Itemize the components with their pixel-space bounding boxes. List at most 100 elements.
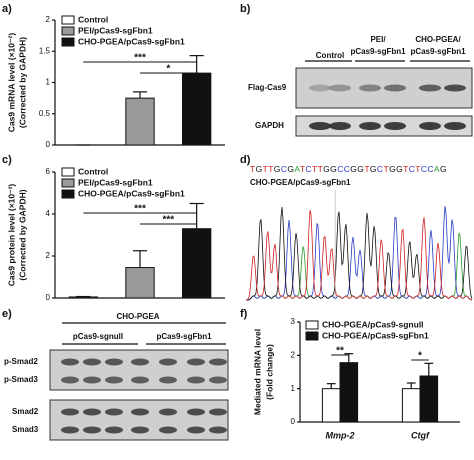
bar xyxy=(125,97,155,146)
blot-band xyxy=(187,426,205,434)
blot-band xyxy=(209,426,227,434)
blot-band xyxy=(209,408,227,416)
legend-swatch xyxy=(61,167,75,177)
blot-band xyxy=(159,426,177,434)
blot-band xyxy=(61,358,79,366)
panel-letter: b) xyxy=(240,3,251,15)
blot-band xyxy=(83,426,101,434)
lane-label: Control xyxy=(316,51,344,60)
lane-label: pCas9-sgnull xyxy=(73,332,123,341)
bar xyxy=(182,72,212,146)
significance-label: ** xyxy=(336,346,344,357)
y-tick-label: 0 xyxy=(291,417,296,426)
blot-band xyxy=(384,122,406,130)
legend-swatch xyxy=(61,26,75,36)
x-tick-label: Mmp-2 xyxy=(326,430,355,440)
legend-swatch xyxy=(305,331,319,341)
blot-band xyxy=(159,358,177,366)
row-label: Smad3 xyxy=(12,425,39,434)
y-tick-label: 0.5 xyxy=(39,109,51,118)
legend-label: Control xyxy=(78,14,108,24)
blot-band xyxy=(187,408,205,416)
lane-label: PEI/ xyxy=(370,35,386,44)
blot-band xyxy=(159,408,177,416)
bar xyxy=(419,375,439,423)
legend-swatch xyxy=(61,15,75,25)
panel-letter: c) xyxy=(2,154,12,166)
legend-swatch xyxy=(305,320,319,330)
y-tick-label: 2 xyxy=(291,350,296,359)
legend-label: CHO-PGEA/pCas9-sgnull xyxy=(322,319,424,329)
y-axis-label: Mediated mRNA level xyxy=(252,329,262,415)
blot-band xyxy=(131,408,149,416)
x-tick-label: Ctgf xyxy=(411,430,430,440)
blot-band xyxy=(209,376,227,384)
panel-letter: e) xyxy=(2,308,12,320)
significance-label: *** xyxy=(134,53,146,64)
row-label: GAPDH xyxy=(255,121,284,130)
blot-band xyxy=(329,84,351,92)
panel-letter: f) xyxy=(240,308,248,320)
blot-band xyxy=(187,376,205,384)
row-label: p-Smad3 xyxy=(4,375,38,384)
blot-band xyxy=(187,358,205,366)
lane-label: pCas9-sgFbn1 xyxy=(410,47,466,56)
legend-swatch xyxy=(61,37,75,47)
legend-label: CHO-PGEA/pCas9-sgFbn1 xyxy=(78,188,185,198)
blot xyxy=(49,349,229,391)
blot-band xyxy=(61,426,79,434)
significance-label: *** xyxy=(162,215,174,226)
lane-label: CHO-PGEA/ xyxy=(415,35,461,44)
blot xyxy=(49,399,229,441)
blot-band xyxy=(444,84,466,92)
chromatogram-trace xyxy=(246,206,473,301)
y-axis-label: Cas9 protein level (×10⁻²) xyxy=(6,184,16,287)
blot-band xyxy=(309,122,331,130)
blot-band xyxy=(105,408,123,416)
blot-band xyxy=(419,84,441,92)
bar xyxy=(401,388,421,423)
panel-letter: a) xyxy=(2,3,12,15)
group-label: CHO-PGEA xyxy=(116,312,159,321)
bar xyxy=(182,228,212,299)
y-axis-label: (Fold change) xyxy=(264,344,274,400)
blot-band xyxy=(105,376,123,384)
bar xyxy=(125,267,155,299)
blot-band xyxy=(444,122,466,130)
blot-band xyxy=(309,84,331,92)
blot-band xyxy=(419,122,441,130)
panel-letter: d) xyxy=(240,154,251,166)
significance-label: * xyxy=(418,351,422,362)
legend-label: Control xyxy=(78,166,108,176)
sequence-label: CHO-PGEA/pCas9-sgFbn1 xyxy=(250,178,351,187)
y-tick-label: 3 xyxy=(291,317,296,326)
significance-label: * xyxy=(166,64,170,75)
blot-band xyxy=(105,358,123,366)
legend-label: PEI/pCas9-sgFbn1 xyxy=(78,177,153,187)
legend-label: CHO-PGEA/pCas9-sgFbn1 xyxy=(322,330,429,340)
blot-band xyxy=(61,376,79,384)
y-tick-label: 0 xyxy=(46,140,51,149)
blot-band xyxy=(384,84,406,92)
y-tick-label: 1 xyxy=(46,78,51,87)
y-axis-label: (Corrected by GAPDH) xyxy=(17,189,27,280)
blot-band xyxy=(359,122,381,130)
bar xyxy=(339,362,359,423)
lane-label: pCas9-sgFbn1 xyxy=(350,47,406,56)
y-tick-label: 2 xyxy=(46,15,51,24)
row-label: Flag-Cas9 xyxy=(248,83,287,92)
y-tick-label: 2 xyxy=(46,251,51,260)
y-tick-label: 0 xyxy=(46,293,51,302)
y-tick-label: 6 xyxy=(46,167,51,176)
y-tick-label: 1.5 xyxy=(39,46,51,55)
y-tick-label: 1 xyxy=(291,384,296,393)
legend-swatch xyxy=(61,178,75,188)
blot-band xyxy=(131,358,149,366)
blot-band xyxy=(83,376,101,384)
blot-band xyxy=(83,408,101,416)
row-label: p-Smad2 xyxy=(4,357,38,366)
blot-band xyxy=(83,358,101,366)
bar xyxy=(321,388,341,423)
chromatogram-trace xyxy=(245,210,473,301)
